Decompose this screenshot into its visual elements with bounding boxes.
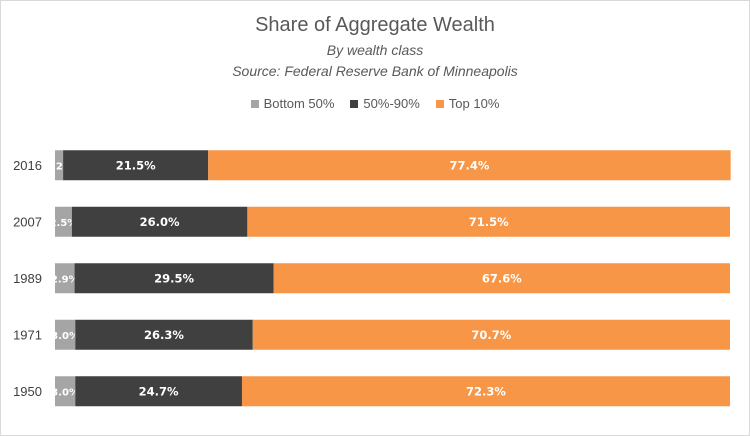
y-tick-label: 2007: [13, 214, 42, 229]
bar-segment: [247, 206, 730, 237]
chart-title: Share of Aggregate Wealth: [255, 14, 495, 36]
legend-item-top-10: Top 10%: [435, 96, 500, 111]
data-label: 24.7%: [139, 384, 179, 398]
data-label: 1.2%: [45, 161, 73, 172]
bar-segment: [55, 319, 76, 350]
data-label: 21.5%: [116, 158, 156, 172]
data-label: 3.0%: [51, 331, 79, 342]
legend-label: 50%-90%: [363, 96, 420, 111]
legend-swatch: [250, 99, 259, 108]
data-label: 70.7%: [471, 328, 511, 342]
bar-segment: [63, 150, 209, 181]
legend-label: Bottom 50%: [263, 96, 335, 111]
data-label: 72.3%: [466, 384, 506, 398]
bar-segment: [75, 376, 242, 407]
chart-subtitle: By wealth class: [326, 42, 424, 58]
data-label: 2.9%: [51, 274, 79, 285]
y-tick-label: 1971: [13, 327, 42, 342]
data-label: 67.6%: [482, 271, 522, 285]
bar-segment: [241, 376, 730, 407]
y-tick-label: 2016: [13, 158, 42, 173]
y-tick-label: 1950: [13, 384, 42, 399]
data-label: 26.3%: [144, 328, 184, 342]
legend-item-bottom-50: Bottom 50%: [250, 96, 335, 111]
data-label: 2.5%: [50, 218, 78, 229]
bar-segment: [71, 206, 248, 237]
data-label: 3.0%: [51, 387, 79, 398]
bar-segment: [55, 263, 75, 294]
y-tick-label: 1989: [13, 271, 42, 286]
chart-source: Source: Federal Reserve Bank of Minneapo…: [232, 63, 518, 79]
data-label: 29.5%: [154, 271, 194, 285]
chart-legend: Bottom 50% 50%-90% Top 10%: [0, 96, 750, 111]
bar-segment: [208, 150, 731, 181]
legend-swatch: [350, 99, 359, 108]
legend-swatch: [435, 99, 444, 108]
data-label: 26.0%: [140, 215, 180, 229]
bar-segment: [55, 376, 76, 407]
bar-segment: [55, 150, 64, 181]
legend-item-50-90: 50%-90%: [350, 96, 420, 111]
data-label: 77.4%: [449, 158, 489, 172]
data-label: 71.5%: [469, 215, 509, 229]
bar-segment: [273, 263, 730, 294]
bar-segment: [252, 319, 730, 350]
bar-segment: [74, 263, 274, 294]
bar-segment: [75, 319, 253, 350]
bar-segment: [55, 206, 72, 237]
legend-label: Top 10%: [448, 96, 500, 111]
